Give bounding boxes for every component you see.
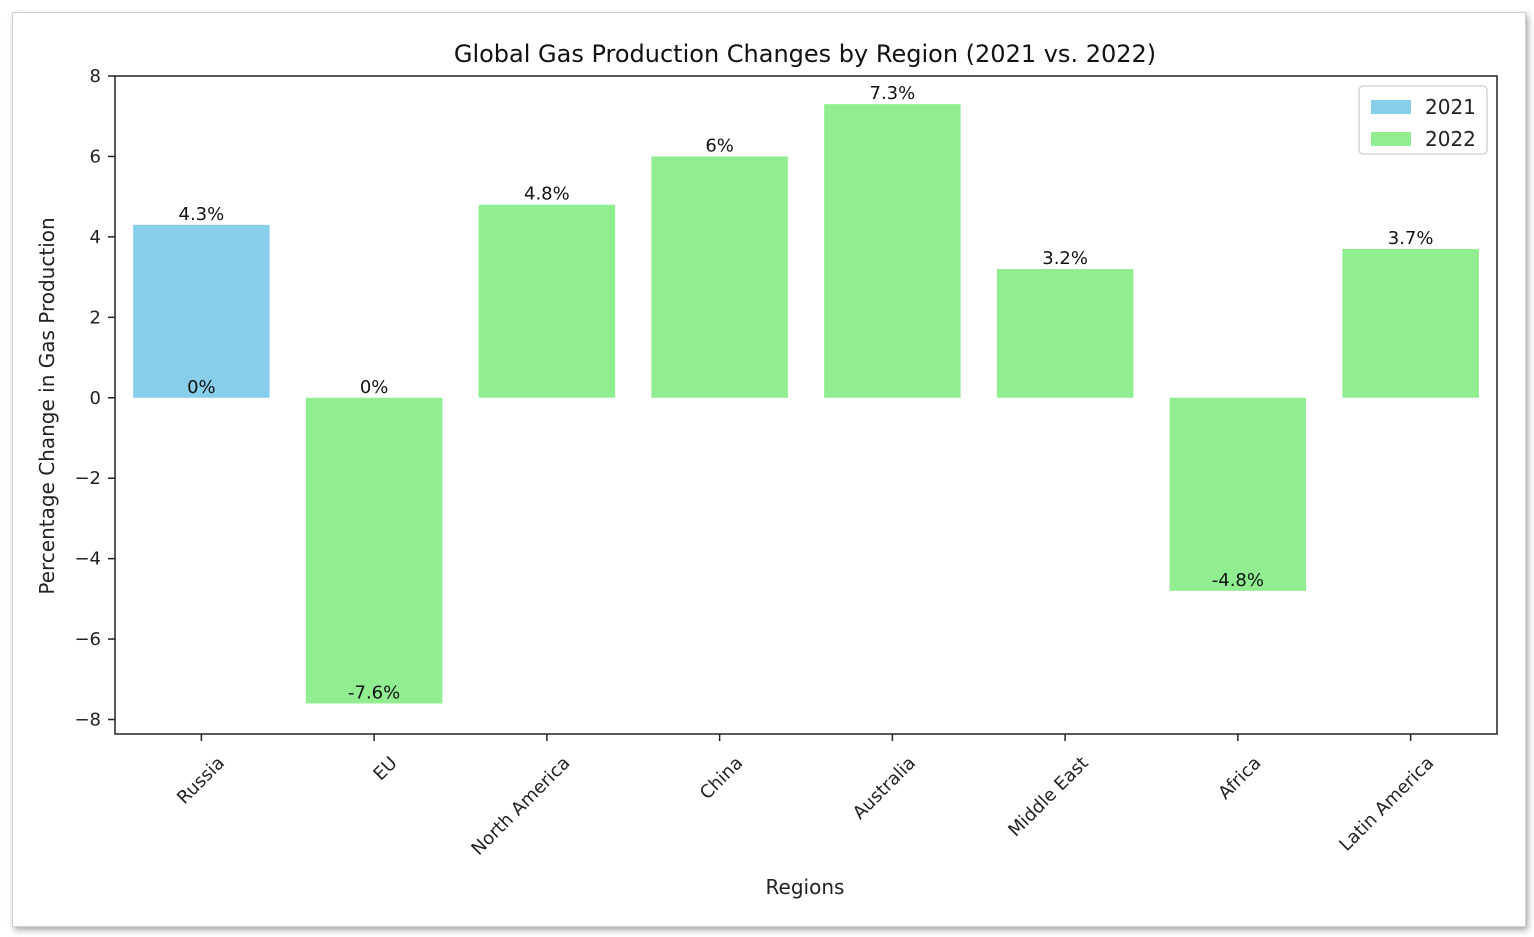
x-tick-label-eu: EU: [369, 753, 401, 785]
data-label-russia-2022: 0%: [187, 377, 216, 398]
bars-layer: [133, 104, 1479, 704]
data-label-middle-east-2022: 3.2%: [1042, 248, 1088, 269]
y-tick-label: 6: [90, 146, 101, 167]
plot-area-border: [114, 75, 1498, 735]
x-tick-label-north-america: North America: [467, 753, 574, 860]
x-axis: Russia EU North America China Australia Middl…: [173, 734, 1438, 860]
data-label-eu-2021: 0%: [360, 377, 389, 398]
legend-swatch-2021: [1371, 100, 1411, 114]
x-tick-label-middle-east: Middle East: [1004, 753, 1092, 841]
x-tick-label-australia: Australia: [849, 753, 920, 824]
data-label-latin-america-2022: 3.7%: [1388, 228, 1434, 249]
y-axis: 8 6 4 2 0 −2 −4 −6 −8: [74, 66, 115, 731]
y-tick-label: 4: [90, 227, 101, 248]
data-labels-layer: 4.3% 0% 0% -7.6% 4.8% 6% 7.3% 3.2% -4.8% 3.7%: [179, 83, 1434, 703]
x-tick-label-latin-america: Latin America: [1335, 753, 1438, 856]
y-tick-label: 2: [90, 307, 101, 328]
y-tick-label: −4: [74, 549, 101, 570]
data-label-africa-2022: -4.8%: [1212, 570, 1264, 591]
legend-label-2021: 2021: [1425, 95, 1476, 119]
data-label-eu-2022: -7.6%: [348, 682, 400, 703]
bar-north-america-2022: [478, 204, 616, 398]
bar-eu-2022: [305, 397, 443, 704]
bar-china-2022: [651, 156, 788, 398]
y-axis-label: Percentage Change in Gas Production: [35, 217, 59, 594]
y-tick-label: −6: [74, 629, 101, 650]
bar-australia-2022: [824, 104, 961, 398]
y-tick-label: −8: [74, 710, 101, 731]
bar-africa-2022: [1169, 397, 1307, 591]
data-label-north-america-2022: 4.8%: [524, 184, 570, 205]
bar-latin-america-2022: [1342, 248, 1479, 398]
chart-title: Global Gas Production Changes by Region …: [454, 40, 1156, 68]
legend: 2021 2022: [1358, 85, 1488, 155]
data-label-russia-2021: 4.3%: [179, 204, 225, 225]
bar-russia-2021: [133, 224, 270, 398]
y-tick-label: 8: [90, 66, 101, 87]
data-label-australia-2022: 7.3%: [870, 83, 916, 104]
x-tick-label-africa: Africa: [1214, 753, 1265, 804]
x-axis-label: Regions: [766, 875, 845, 899]
data-label-china-2022: 6%: [705, 135, 734, 156]
bar-middle-east-2022: [996, 269, 1134, 398]
x-tick-label-china: China: [696, 753, 747, 804]
legend-label-2022: 2022: [1425, 127, 1476, 151]
y-tick-label: 0: [90, 388, 101, 409]
legend-swatch-2022: [1371, 132, 1411, 146]
x-tick-label-russia: Russia: [173, 753, 229, 809]
y-tick-label: −2: [74, 468, 101, 489]
